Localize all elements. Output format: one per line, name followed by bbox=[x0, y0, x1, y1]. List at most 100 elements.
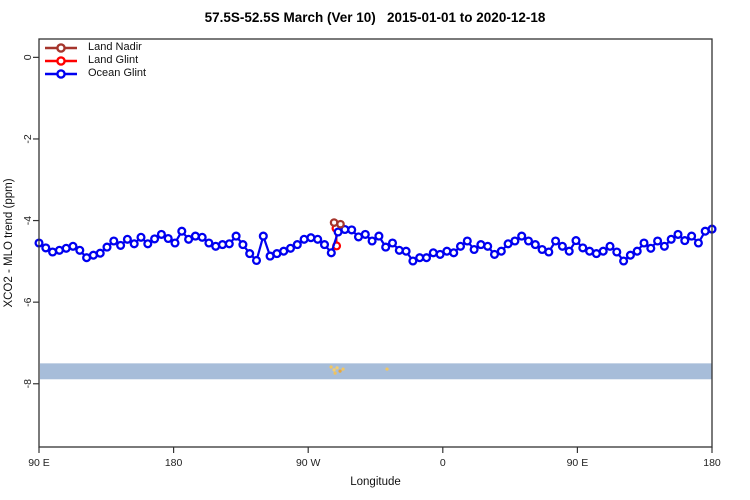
ocean-glint-point bbox=[469, 244, 479, 255]
speckle-point bbox=[338, 369, 342, 373]
ocean-glint-point bbox=[408, 256, 418, 266]
y-axis-tick-label: -8 bbox=[22, 379, 34, 388]
ocean-glint-point bbox=[571, 236, 581, 246]
ocean-glint-point bbox=[496, 246, 506, 256]
ocean-glint-point bbox=[449, 248, 459, 258]
legend-item-land-glint: Land Glint bbox=[44, 54, 146, 67]
ocean-glint-point bbox=[238, 240, 248, 250]
ocean-glint-point bbox=[612, 247, 622, 257]
legend-item-ocean-glint: Ocean Glint bbox=[44, 67, 146, 80]
ocean-glint-point bbox=[557, 241, 567, 251]
x-axis-tick-label: 90 W bbox=[296, 457, 321, 469]
ocean-glint-point bbox=[598, 246, 608, 256]
ocean-glint-point bbox=[632, 246, 642, 256]
ocean-glint-point bbox=[544, 247, 554, 257]
ocean-glint-point bbox=[578, 243, 588, 253]
ocean-glint-point bbox=[224, 239, 234, 249]
ocean-glint-point bbox=[687, 231, 697, 241]
ocean-glint-point bbox=[605, 241, 615, 251]
legend-label: Ocean Glint bbox=[88, 67, 147, 79]
y-axis-tick-label: -2 bbox=[22, 134, 34, 143]
x-axis-title: Longitude bbox=[350, 476, 401, 488]
ocean-glint-point bbox=[673, 229, 683, 239]
ocean-glint-point bbox=[258, 231, 268, 241]
ocean-glint-point bbox=[653, 236, 663, 246]
ocean-glint-point bbox=[435, 249, 445, 259]
ocean-glint-point bbox=[462, 236, 472, 246]
speckle-point bbox=[335, 366, 339, 370]
legend: Land Nadir Land Glint Ocean Glint bbox=[44, 41, 146, 80]
ocean-glint-point bbox=[68, 241, 78, 251]
ocean-glint-point bbox=[285, 243, 296, 253]
ocean-glint-point bbox=[510, 236, 520, 246]
speckle-point bbox=[329, 365, 333, 369]
ocean-glint-point bbox=[156, 229, 166, 239]
ocean-glint-point bbox=[197, 232, 207, 242]
ocean-glint-point bbox=[347, 225, 357, 235]
legend-label: Land Glint bbox=[88, 54, 139, 66]
ocean-glint-point bbox=[177, 226, 187, 236]
ocean-glint-point bbox=[530, 240, 540, 250]
ocean-glint-point bbox=[381, 242, 391, 252]
ocean-glint-point bbox=[41, 243, 51, 253]
ocean-glint-point bbox=[659, 241, 669, 251]
ocean-glint-point bbox=[116, 240, 126, 250]
ocean-glint-point bbox=[326, 248, 336, 258]
ocean-glint-point bbox=[319, 240, 330, 250]
ocean-glint-point bbox=[102, 242, 112, 252]
ocean-glint-point bbox=[489, 249, 500, 259]
highlight-band bbox=[40, 363, 712, 380]
ocean-glint-point bbox=[204, 238, 214, 248]
x-axis-tick-label: 0 bbox=[440, 457, 446, 469]
ocean-glint-point bbox=[421, 253, 432, 263]
ocean-glint-point bbox=[143, 239, 153, 249]
ocean-glint-point bbox=[523, 236, 534, 246]
plot-box bbox=[38, 38, 713, 448]
ocean-glint-point bbox=[401, 246, 411, 256]
ocean-glint-point bbox=[184, 234, 194, 244]
x-axis-tick-label: 180 bbox=[703, 457, 721, 469]
ocean-glint-point bbox=[313, 234, 323, 244]
ocean-glint-point bbox=[292, 240, 302, 250]
ocean-glint-point bbox=[564, 246, 574, 256]
x-axis-tick-label: 180 bbox=[165, 457, 183, 469]
x-axis-tick-label: 90 E bbox=[28, 457, 50, 469]
ocean-glint-point bbox=[360, 229, 370, 239]
legend-marker-land-glint-icon bbox=[45, 55, 77, 66]
ocean-glint-point bbox=[680, 236, 690, 246]
legend-marker-land-nadir-icon bbox=[45, 42, 77, 53]
ocean-glint-point bbox=[190, 231, 200, 241]
ocean-glint-point bbox=[163, 233, 173, 244]
y-axis-tick-label: -4 bbox=[22, 216, 34, 225]
ocean-glint-point bbox=[619, 256, 629, 266]
y-axis-tick-label: -6 bbox=[22, 297, 34, 306]
y-axis-tick-label: 0 bbox=[22, 54, 34, 60]
chart-title: 57.5S-52.5S March (Ver 10) 2015-01-01 to… bbox=[204, 10, 546, 25]
ocean-glint-point bbox=[245, 249, 255, 259]
speckle-point bbox=[385, 367, 389, 371]
speckle-point bbox=[332, 368, 336, 372]
ocean-glint-point bbox=[136, 232, 146, 242]
ocean-glint-point bbox=[367, 236, 377, 246]
ocean-glint-point bbox=[666, 234, 676, 244]
ocean-glint-point bbox=[517, 231, 527, 241]
ocean-glint-point bbox=[231, 231, 241, 241]
ocean-glint-point bbox=[109, 236, 119, 246]
land-nadir-point bbox=[336, 219, 345, 229]
ocean-glint-point bbox=[551, 236, 561, 246]
ocean-glint-point bbox=[251, 255, 262, 266]
ocean-glint-point bbox=[374, 231, 384, 241]
speckle-point bbox=[333, 371, 337, 375]
ocean-glint-point bbox=[639, 238, 649, 248]
x-axis-tick-label: 90 E bbox=[567, 457, 589, 469]
ocean-glint-point bbox=[646, 243, 656, 253]
ocean-glint-point bbox=[170, 238, 180, 248]
ocean-glint-point bbox=[455, 241, 466, 251]
legend-label: Land Nadir bbox=[88, 41, 142, 53]
ocean-glint-point bbox=[95, 248, 105, 258]
y-axis-title: XCO2 - MLO trend (ppm) bbox=[3, 178, 15, 307]
ocean-glint-point bbox=[129, 239, 139, 249]
ocean-glint-point bbox=[75, 245, 85, 255]
